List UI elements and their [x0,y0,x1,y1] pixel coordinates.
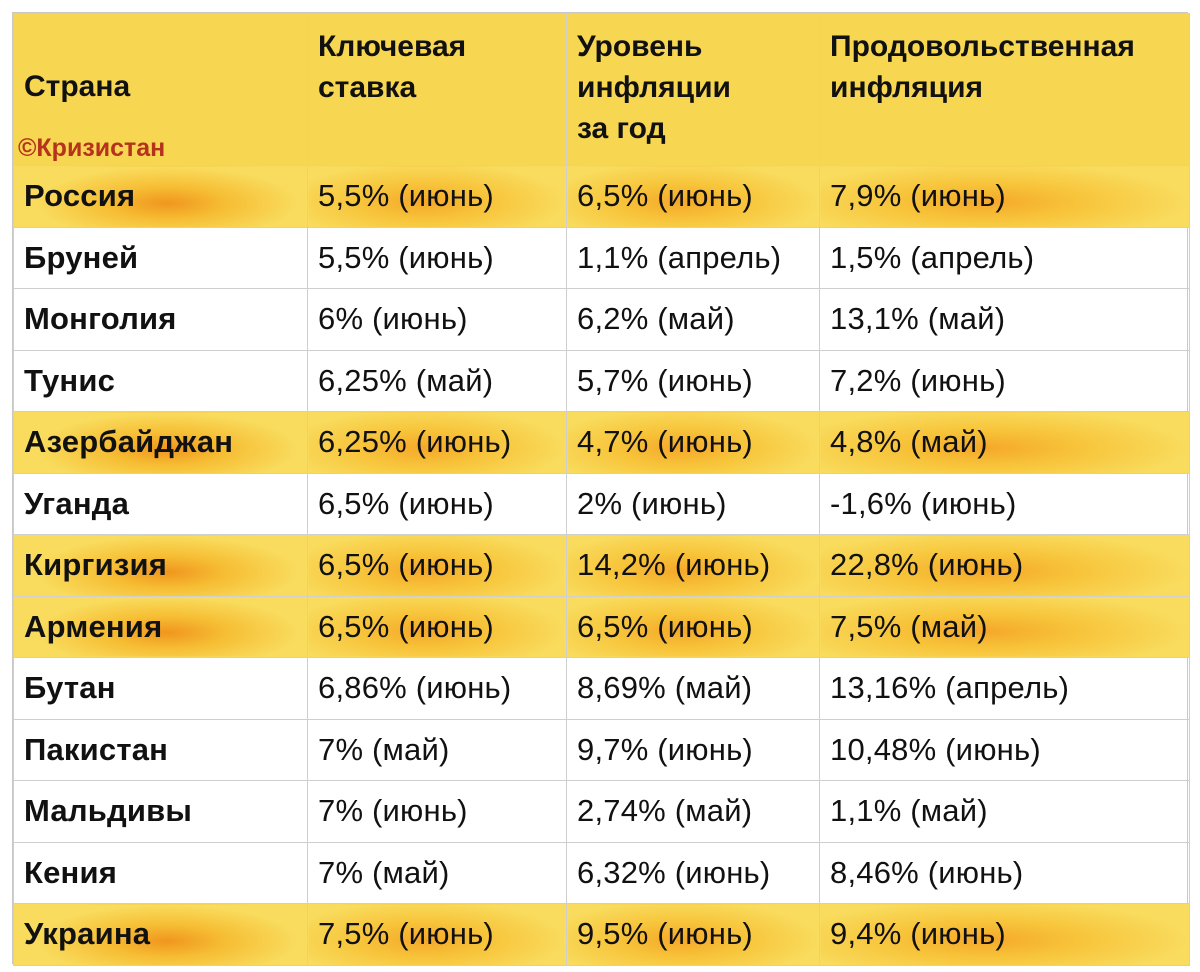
inflation-cell: 8,69% (май) [566,657,820,720]
inflation-cell: 6,5% (июнь) [566,165,820,228]
inflation-cell: 2,74% (май) [566,780,820,843]
table-row: Кения 7% (май) 6,32% (июнь) 8,46% (июнь) [13,841,1190,904]
table-row: Армения 6,5% (июнь) 6,5% (июнь) 7,5% (май) [13,595,1190,658]
food-inflation-cell: 7,5% (май) [819,595,1190,658]
country-cell: Монголия [13,288,308,351]
food-inflation-cell: 4,8% (май) [819,411,1190,474]
food-inflation-cell: 13,1% (май) [819,288,1190,351]
food-inflation-cell: -1,6% (июнь) [819,472,1190,535]
inflation-cell: 9,7% (июнь) [566,718,820,781]
key-rate-cell: 6,5% (июнь) [307,595,567,658]
country-cell: Киргизия [13,534,308,597]
table-row: Уганда 6,5% (июнь) 2% (июнь) -1,6% (июнь) [13,472,1190,535]
table-row: Пакистан 7% (май) 9,7% (июнь) 10,48% (июнь) [13,718,1190,781]
inflation-cell: 6,2% (май) [566,288,820,351]
country-cell: Бутан [13,657,308,720]
key-rate-cell: 5,5% (июнь) [307,226,567,289]
header-row: Страна ©Кризистан Ключевая ставка Уровен… [13,13,1190,166]
table-row: Украина 7,5% (июнь) 9,5% (июнь) 9,4% (июнь) [13,903,1190,966]
key-rate-cell: 6,25% (май) [307,349,567,412]
food-inflation-cell: 22,8% (июнь) [819,534,1190,597]
country-cell: Азербайджан [13,411,308,474]
header-key-rate-line: ставка [318,71,417,104]
country-cell: Уганда [13,472,308,535]
inflation-cell: 6,32% (июнь) [566,841,820,904]
header-food-inflation: Продовольственная инфляция [819,13,1190,166]
table-body: Россия 5,5% (июнь) 6,5% (июнь) 7,9% (июнь) Б… [13,165,1190,966]
header-key-rate-line: Ключевая [318,30,467,63]
country-cell: Тунис [13,349,308,412]
food-inflation-cell: 1,5% (апрель) [819,226,1190,289]
country-cell: Пакистан [13,718,308,781]
food-inflation-cell: 7,9% (июнь) [819,165,1190,228]
country-cell: Мальдивы [13,780,308,843]
key-rate-cell: 6,5% (июнь) [307,472,567,535]
inflation-cell: 4,7% (июнь) [566,411,820,474]
rates-table-container: Страна ©Кризистан Ключевая ставка Уровен… [12,12,1190,966]
table-row: Бруней 5,5% (июнь) 1,1% (апрель) 1,5% (апре… [13,226,1190,289]
watermark: ©Кризистан [18,134,166,162]
country-cell: Россия [13,165,308,228]
header-food-inflation-line: Продовольственная [830,30,1135,63]
rates-table: Страна ©Кризистан Ключевая ставка Уровен… [13,13,1190,966]
food-inflation-cell: 1,1% (май) [819,780,1190,843]
table-row: Россия 5,5% (июнь) 6,5% (июнь) 7,9% (июнь) [13,165,1190,228]
header-inflation: Уровень инфляции за год [566,13,820,166]
key-rate-cell: 7% (июнь) [307,780,567,843]
header-inflation-line: Уровень [577,30,703,63]
food-inflation-cell: 10,48% (июнь) [819,718,1190,781]
key-rate-cell: 6,5% (июнь) [307,534,567,597]
table-row: Азербайджан 6,25% (июнь) 4,7% (июнь) 4,8% (… [13,411,1190,474]
inflation-cell: 1,1% (апрель) [566,226,820,289]
inflation-cell: 2% (июнь) [566,472,820,535]
country-cell: Армения [13,595,308,658]
table-row: Мальдивы 7% (июнь) 2,74% (май) 1,1% (май) [13,780,1190,843]
food-inflation-cell: 7,2% (июнь) [819,349,1190,412]
header-inflation-line: за год [577,112,666,145]
food-inflation-cell: 13,16% (апрель) [819,657,1190,720]
header-food-inflation-line: инфляция [830,71,984,104]
table-row: Бутан 6,86% (июнь) 8,69% (май) 13,16% (апре… [13,657,1190,720]
inflation-cell: 6,5% (июнь) [566,595,820,658]
country-cell: Украина [13,903,308,966]
inflation-cell: 5,7% (июнь) [566,349,820,412]
key-rate-cell: 5,5% (июнь) [307,165,567,228]
country-cell: Бруней [13,226,308,289]
food-inflation-cell: 9,4% (июнь) [819,903,1190,966]
inflation-cell: 14,2% (июнь) [566,534,820,597]
food-inflation-cell: 8,46% (июнь) [819,841,1190,904]
table-row: Тунис 6,25% (май) 5,7% (июнь) 7,2% (июнь) [13,349,1190,412]
header-country: Страна ©Кризистан [13,13,308,166]
inflation-cell: 9,5% (июнь) [566,903,820,966]
key-rate-cell: 7% (май) [307,841,567,904]
key-rate-cell: 7% (май) [307,718,567,781]
table-row: Киргизия 6,5% (июнь) 14,2% (июнь) 22,8% (ию… [13,534,1190,597]
key-rate-cell: 6,25% (июнь) [307,411,567,474]
header-key-rate: Ключевая ставка [307,13,567,166]
header-inflation-line: инфляции [577,71,731,104]
key-rate-cell: 6% (июнь) [307,288,567,351]
table-row: Монголия 6% (июнь) 6,2% (май) 13,1% (май) [13,288,1190,351]
key-rate-cell: 6,86% (июнь) [307,657,567,720]
header-country-label: Страна [24,70,131,103]
country-cell: Кения [13,841,308,904]
key-rate-cell: 7,5% (июнь) [307,903,567,966]
